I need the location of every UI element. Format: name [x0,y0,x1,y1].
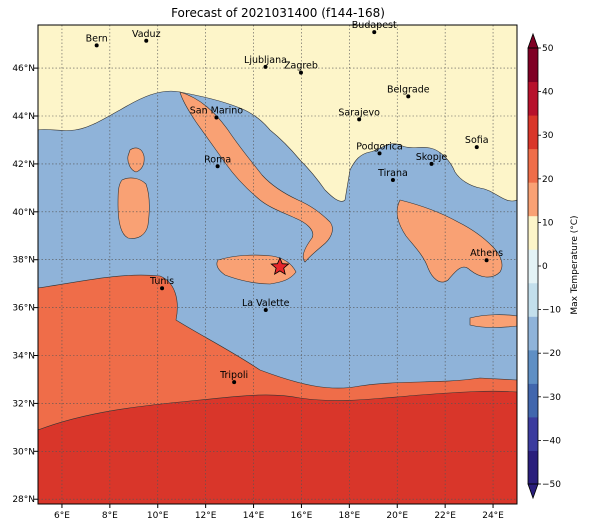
x-tick-label: 20°E [386,511,408,521]
city-dot [263,308,268,313]
city-label: Tripoli [219,370,248,381]
x-tick-label: 18°E [339,511,361,521]
city-label: San Marino [190,105,243,116]
city-dot [372,30,377,35]
city-dot [429,161,434,166]
crete-island [469,314,517,328]
colorbar-label: Max Temperature (°C) [570,215,580,314]
x-tick-label: 10°E [147,511,169,521]
y-tick-label: 42°N [12,160,35,170]
city-label: La Valette [242,298,290,309]
x-tick-label: 14°E [243,511,265,521]
city-label: Podgorica [356,141,403,152]
y-tick-label: 30°N [12,447,35,457]
corsica-island [127,147,145,173]
y-tick-label: 28°N [12,495,35,505]
colorbar-tick-label: 50 [542,44,554,54]
city-label: Roma [204,154,231,165]
y-tick-label: 46°N [12,64,35,74]
city-dot [357,117,362,122]
colorbar-segment [528,48,538,83]
city-dot [215,164,220,169]
x-tick-label: 6°E [54,511,70,521]
city-label: Tunis [149,276,174,287]
colorbar-tick-label: 40 [542,88,554,98]
sardinia-island [117,177,150,239]
city-label: Tirana [377,168,408,179]
city-dot [474,145,479,150]
y-tick-label: 40°N [12,208,35,218]
city-label: Skopje [416,152,448,163]
city-dot [406,94,411,99]
city-label: Vaduz [132,29,161,40]
city-label: Sofia [465,135,489,146]
colorbar-tick-label: −30 [542,393,561,403]
grid-lines [38,25,517,504]
colorbar-tick-label: 20 [542,175,554,185]
colorbar-segment [528,182,538,217]
city-dot [390,177,395,182]
x-tick-label: 22°E [434,511,456,521]
city-dot [160,286,165,291]
colorbar-segment [528,450,538,485]
city-dot [144,38,149,43]
temperature-colorbar: 50 40 30 20 10 0 −10 −20 −30 −40 −50 [527,32,561,500]
axis-ticks: 6°E 8°E 10°E 12°E 14°E 16°E 18°E 20°E 22°E 24°E 28… [12,64,504,521]
greece-landmass [396,199,503,283]
colorbar-segment [528,316,538,351]
x-tick-label: 12°E [195,511,217,521]
y-tick-label: 32°N [12,399,35,409]
colorbar-tick-label: −10 [542,306,561,316]
city-label: Budapest [352,20,397,31]
colorbar-segment [528,383,538,418]
north-africa-hot-zone [38,390,517,504]
city-dot [377,151,382,156]
europe-landmass [38,25,517,202]
colorbar-segment [528,215,538,250]
italy-landmass [179,91,333,263]
colorbar-segment [528,81,538,116]
city-dot [263,64,268,69]
city-label: Ljubljana [244,55,287,66]
star-icon [270,256,290,276]
colorbar-segment [528,249,538,284]
y-tick-label: 44°N [12,112,35,122]
colorbar-segment [528,282,538,317]
city-label: Bern [86,33,108,44]
city-dot [94,43,99,48]
city-label: Belgrade [387,84,430,95]
city-label: Athens [470,248,503,259]
colorbar-tick-label: −50 [542,480,561,490]
x-tick-label: 16°E [291,511,313,521]
x-tick-label: 8°E [102,511,118,521]
city-dot [214,115,219,120]
colorbar-max-arrow [527,32,539,49]
sicily-island [216,254,297,285]
colorbar-segment [528,416,538,451]
colorbar-tick-label: 30 [542,131,554,141]
colorbar-tick-label: 0 [542,262,548,272]
colorbar-tick-label: −20 [542,349,561,359]
city-dot [298,70,303,75]
y-tick-label: 38°N [12,256,35,266]
x-tick-label: 24°E [482,511,504,521]
colorbar-tick-label: −40 [542,436,561,446]
city-label: Zagreb [284,61,318,72]
city-dot [484,258,489,263]
city-label: Sarajevo [338,107,380,118]
city-dot [232,380,237,385]
chart-title: Forecast of 2021031400 (f144-168) [171,6,385,20]
map-frame [37,24,518,505]
colorbar-segment [528,115,538,150]
colorbar-segment [528,349,538,384]
colorbar-min-arrow [527,483,539,500]
y-tick-label: 34°N [12,352,35,362]
forecast-location-marker [270,256,290,276]
colorbar-tick-label: 10 [542,218,554,228]
y-tick-label: 36°N [12,304,35,314]
colorbar-segment [528,148,538,183]
